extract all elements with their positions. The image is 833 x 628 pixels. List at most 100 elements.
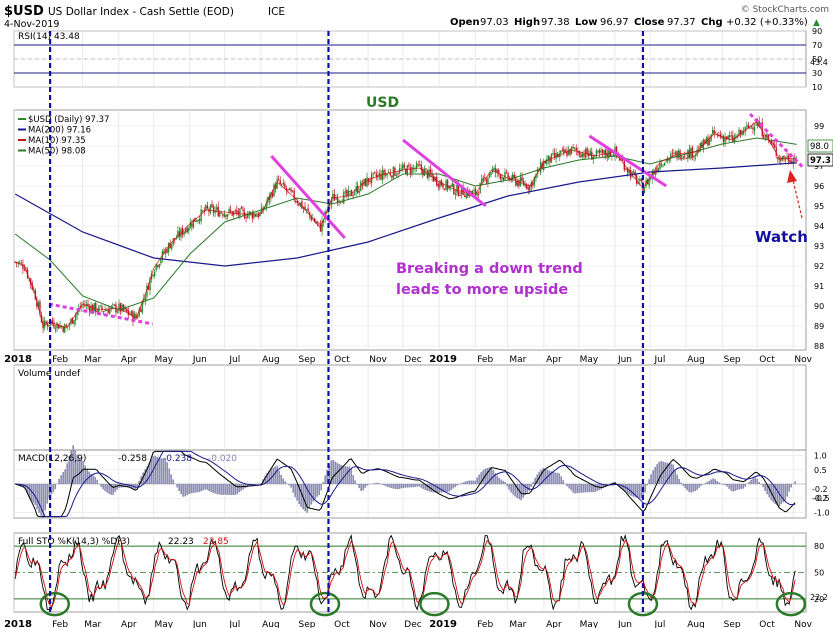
macd-hist-bar <box>548 470 550 484</box>
macd-hist-bar <box>78 458 80 484</box>
circled-low-marker <box>419 591 450 617</box>
candle-body <box>130 310 133 316</box>
price-tick-label: Mar <box>509 355 526 365</box>
candle-body <box>198 219 201 221</box>
candle-body <box>105 310 108 312</box>
candle-body <box>561 149 564 151</box>
macd-hist-bar <box>338 463 340 484</box>
candle-body <box>423 168 426 177</box>
macd-hist-bar <box>710 479 712 484</box>
macd-hist-bar <box>44 484 46 511</box>
macd-hist-bar <box>170 474 172 484</box>
macd-hist-bar <box>234 484 236 496</box>
candle-body <box>293 190 295 200</box>
macd-hist-bar <box>220 484 222 495</box>
candle-body <box>550 153 553 163</box>
macd-hist-bar <box>448 484 450 492</box>
macd-tick-label: -0.5 <box>814 494 830 503</box>
candle-body <box>39 301 41 315</box>
candle-body <box>127 310 130 315</box>
candle-body <box>623 161 626 171</box>
candle-body <box>209 205 212 214</box>
candle-body <box>378 173 381 177</box>
macd-hist-bar <box>240 484 242 491</box>
macd-hist-bar <box>640 484 642 499</box>
macd-hist-bar <box>632 484 634 497</box>
macd-hist-bar <box>668 463 670 484</box>
candle-body <box>113 304 116 306</box>
down-trendline <box>749 112 805 170</box>
breaking-annotation-line2: leads to more upside <box>396 282 568 298</box>
sto-legend-prefix: Full STO %K(14,3) %D(3) <box>18 537 130 547</box>
macd-hist-bar <box>762 484 764 488</box>
candle-body <box>164 249 167 254</box>
macd-hist-bar <box>622 484 624 490</box>
candle-body <box>470 190 472 194</box>
down-trendline <box>588 134 668 188</box>
macd-hist-bar <box>404 484 406 488</box>
candle-body <box>375 173 378 177</box>
candle-body <box>285 187 288 191</box>
sto-tick-label: Aug <box>687 620 705 628</box>
sto-tick-label: Nov <box>369 620 387 628</box>
candle-body <box>522 180 525 186</box>
candle-body <box>149 278 151 291</box>
candle-body <box>408 164 410 167</box>
macd-hist-bar <box>594 484 596 493</box>
candle-body <box>93 303 95 311</box>
candle-body <box>663 162 666 166</box>
sto-tick-label: Apr <box>121 620 137 628</box>
price-tick-label: May <box>154 355 173 365</box>
macd-line <box>15 450 796 518</box>
candle-body <box>388 172 390 173</box>
macd-hist-bar <box>524 484 526 496</box>
open-label: Open <box>450 17 480 28</box>
candle-body <box>239 208 241 217</box>
candle-body <box>90 305 92 313</box>
candle-body <box>766 133 768 138</box>
candle-body <box>62 326 64 332</box>
macd-hist-bar <box>566 484 568 487</box>
high-label: High <box>514 17 540 28</box>
macd-hist-bar <box>486 468 488 484</box>
chart-date: 4-Nov-2019 <box>4 19 59 30</box>
candle-body <box>251 212 254 219</box>
candle-body <box>355 186 357 192</box>
candle-body <box>533 177 536 185</box>
candle-body <box>363 178 365 185</box>
candle-body <box>347 190 350 196</box>
sto-tick-label: Mar <box>509 620 526 628</box>
price-legend-entry: MA(200) 97.16 <box>28 126 91 136</box>
macd-hist-bar <box>310 484 312 505</box>
macd-hist-bar <box>518 484 520 500</box>
candle-body <box>308 212 311 215</box>
candle-body <box>615 146 618 155</box>
macd-hist-bar <box>260 483 262 484</box>
candle-body <box>257 213 260 217</box>
candle-body <box>481 179 483 184</box>
candle-body <box>501 176 503 179</box>
candle-body <box>322 220 325 223</box>
sto-tick-label: May <box>580 620 599 628</box>
candle-body <box>330 199 333 205</box>
macd-hist-bar <box>264 475 266 484</box>
open-value: 97.03 <box>480 17 509 28</box>
candle-body <box>662 166 664 167</box>
macd-hist-bar <box>200 484 202 492</box>
candle-body <box>195 221 198 223</box>
usd-annotation: USD <box>366 95 399 111</box>
macd-hist-bar <box>60 475 62 484</box>
candle-body <box>524 183 526 187</box>
candlesticks <box>14 116 798 334</box>
candle-body <box>436 176 438 186</box>
candle-body <box>696 149 698 156</box>
candle-body <box>691 147 694 158</box>
macd-hist-bar <box>304 484 306 512</box>
macd-hist-bar <box>390 484 392 489</box>
candle-body <box>777 157 779 160</box>
price-tick-label: 95 <box>814 202 824 211</box>
candle-body <box>507 173 509 179</box>
breaking-annotation-line1: Breaking a down trend <box>396 261 583 277</box>
macd-hist-bar <box>674 470 676 484</box>
candle-body <box>121 304 123 312</box>
